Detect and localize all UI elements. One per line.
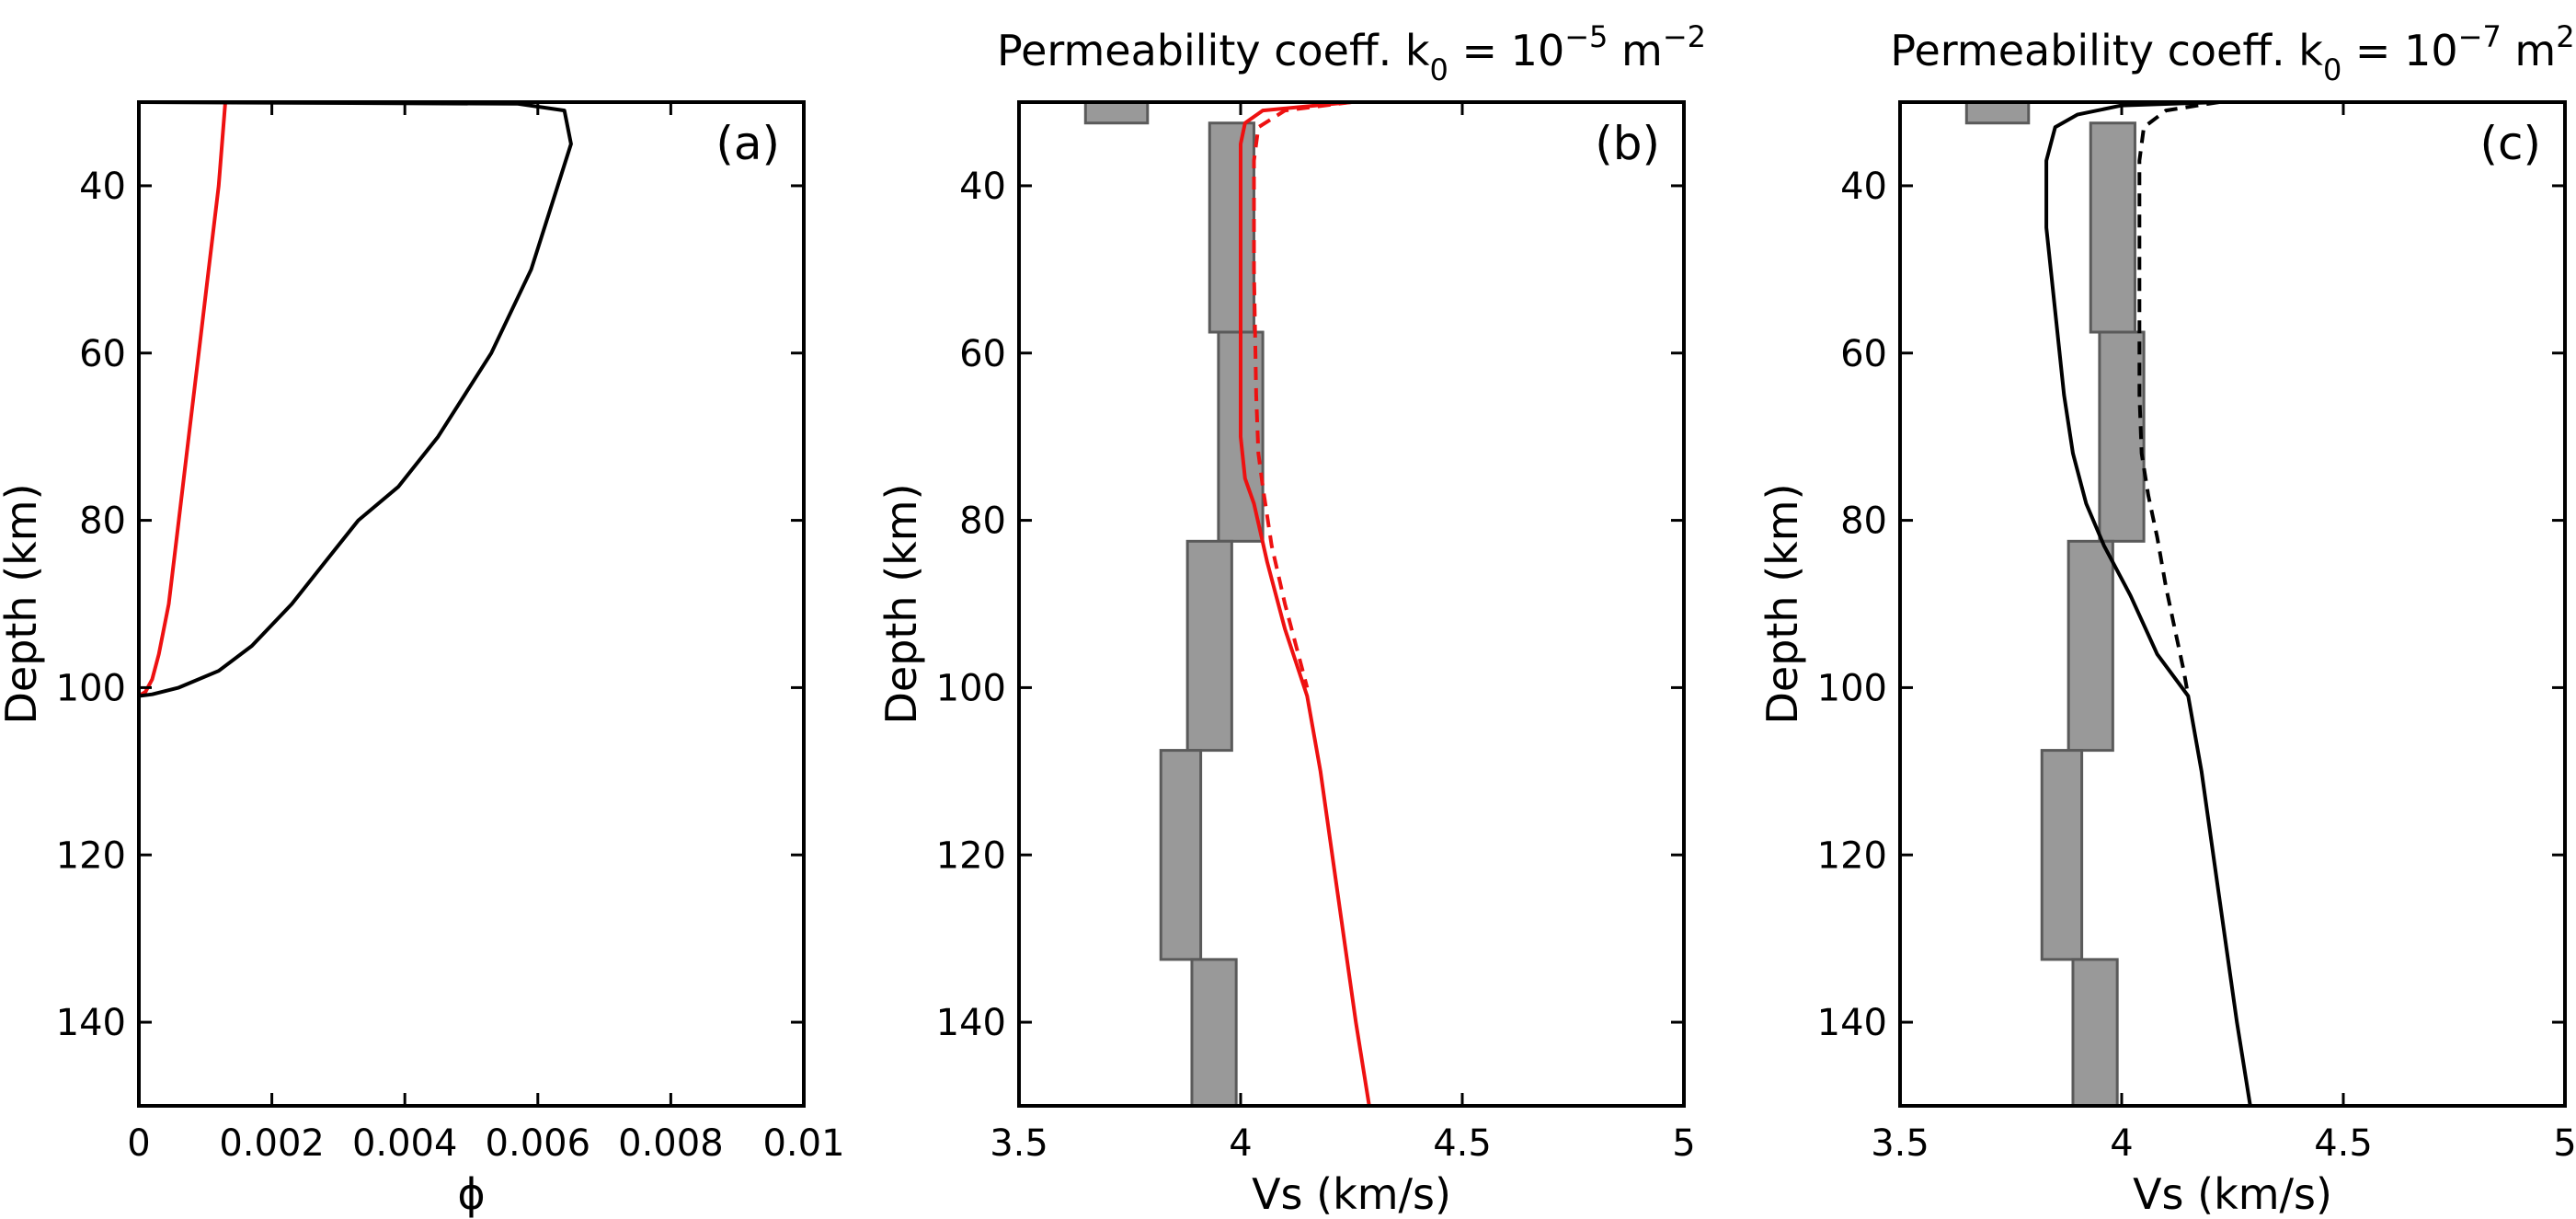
- y-tick-label: 120: [56, 834, 126, 877]
- series-line-1-solid: [139, 102, 227, 698]
- band-layer-5: [1159, 749, 1203, 961]
- y-tick-label: 100: [936, 667, 1006, 709]
- panel-tag: (a): [716, 117, 780, 170]
- x-tick-label: 3.5: [1871, 1122, 1929, 1165]
- title-exp: −5: [1564, 19, 1608, 54]
- series-group: [2044, 102, 2252, 1106]
- y-axis-label: Depth (km): [1757, 483, 1807, 724]
- x-tick-label: 0.008: [618, 1122, 724, 1165]
- x-tick-label: 0.002: [219, 1122, 325, 1165]
- y-tick-label: 40: [79, 166, 126, 208]
- panel-b: 3.5 4 4.5 5 40 60 80 100 120 140 Vs (km/s) Depth (k…: [876, 19, 1706, 1219]
- series-line-2-dashed: [2137, 102, 2220, 696]
- panel-c: 3.5 4 4.5 5 40 60 80 100 120 140 Vs (km/s) Depth (k…: [1757, 19, 2576, 1219]
- band-layer-1: [1083, 102, 1150, 125]
- y-tick-label: 140: [1817, 1002, 1887, 1044]
- band-layer-6: [2071, 958, 2119, 1106]
- x-tick-label: 4: [2110, 1122, 2133, 1165]
- panel-a: 0 0.002 0.004 0.006 0.008 0.01 40 60 80 100 120 140…: [0, 100, 845, 1219]
- title-unit-exp: 2: [2556, 19, 2574, 54]
- panel-tag: (c): [2479, 117, 2541, 170]
- x-tick-label: 4: [1229, 1122, 1252, 1165]
- title-main: Permeability coeff. k: [1890, 26, 2323, 75]
- band-layer-2: [2089, 121, 2136, 334]
- band-layer-4: [1185, 539, 1233, 753]
- y-tick-label: 120: [936, 834, 1006, 877]
- y-tick-label: 80: [959, 500, 1006, 543]
- x-axis-label: Vs (km/s): [1252, 1169, 1451, 1219]
- band-layer-4: [2067, 539, 2114, 753]
- title-sub: 0: [1430, 52, 1448, 87]
- y-tick-label: 40: [1840, 166, 1887, 208]
- y-tick-label: 80: [1840, 500, 1887, 543]
- series-line-1-solid: [2044, 102, 2252, 1106]
- panel-title: Permeability coeff. k0 = 10−7 m2: [1890, 19, 2574, 87]
- x-tick-label: 0: [127, 1122, 150, 1165]
- y-tick-label: 140: [56, 1002, 126, 1044]
- y-axis-label: Depth (km): [876, 483, 926, 724]
- y-tick-label: 80: [79, 500, 126, 543]
- velocity-band: [1964, 102, 2146, 1106]
- x-tick-label: 4.5: [2314, 1122, 2373, 1165]
- title-eq: = 10: [1448, 26, 1564, 75]
- x-tick-label: 4.5: [1433, 1122, 1492, 1165]
- velocity-band: [1083, 102, 1265, 1106]
- x-axis-label: Vs (km/s): [2133, 1169, 2332, 1219]
- y-tick-label: 100: [56, 667, 126, 709]
- band-layer-2: [1208, 121, 1255, 334]
- axes-frame: [1017, 100, 1686, 1108]
- panel-title: Permeability coeff. k0 = 10−5 m−2: [997, 19, 1706, 87]
- x-tick-label: 5: [1672, 1122, 1695, 1165]
- x-tick-label: 0.01: [762, 1122, 844, 1165]
- x-tick-label: 0.004: [352, 1122, 458, 1165]
- band-layer-5: [2040, 749, 2084, 961]
- band-layer-6: [1190, 958, 1238, 1106]
- axes-frame: [1898, 100, 2567, 1108]
- y-axis-label: Depth (km): [0, 483, 46, 724]
- x-axis-label: ϕ: [457, 1169, 485, 1219]
- title-unit: m: [2502, 26, 2556, 75]
- x-tick-label: 3.5: [990, 1122, 1048, 1165]
- series-line-1-solid: [1239, 102, 1371, 1106]
- title-main: Permeability coeff. k: [997, 26, 1430, 75]
- title-eq: = 10: [2341, 26, 2457, 75]
- x-tick-label: 0.006: [486, 1122, 591, 1165]
- panel-tag: (b): [1595, 117, 1660, 170]
- title-sub: 0: [2323, 52, 2341, 87]
- title-exp: −7: [2458, 19, 2502, 54]
- y-tick-label: 60: [1840, 333, 1887, 375]
- y-tick-label: 140: [936, 1002, 1006, 1044]
- title-unit-exp: −2: [1663, 19, 1706, 54]
- series-group: [1239, 102, 1371, 1106]
- band-layer-1: [1964, 102, 2031, 125]
- y-tick-label: 100: [1817, 667, 1887, 709]
- y-tick-label: 120: [1817, 834, 1887, 877]
- title-unit: m: [1608, 26, 1662, 75]
- y-tick-label: 60: [959, 333, 1006, 375]
- series-line-2-dashed: [1252, 102, 1352, 688]
- band-layer-3: [2098, 330, 2146, 543]
- axes-frame: [137, 100, 806, 1108]
- y-tick-label: 40: [959, 166, 1006, 208]
- y-tick-label: 60: [79, 333, 126, 375]
- x-tick-label: 5: [2553, 1122, 2576, 1165]
- series-group: [139, 102, 573, 698]
- series-line-2-solid: [139, 102, 573, 698]
